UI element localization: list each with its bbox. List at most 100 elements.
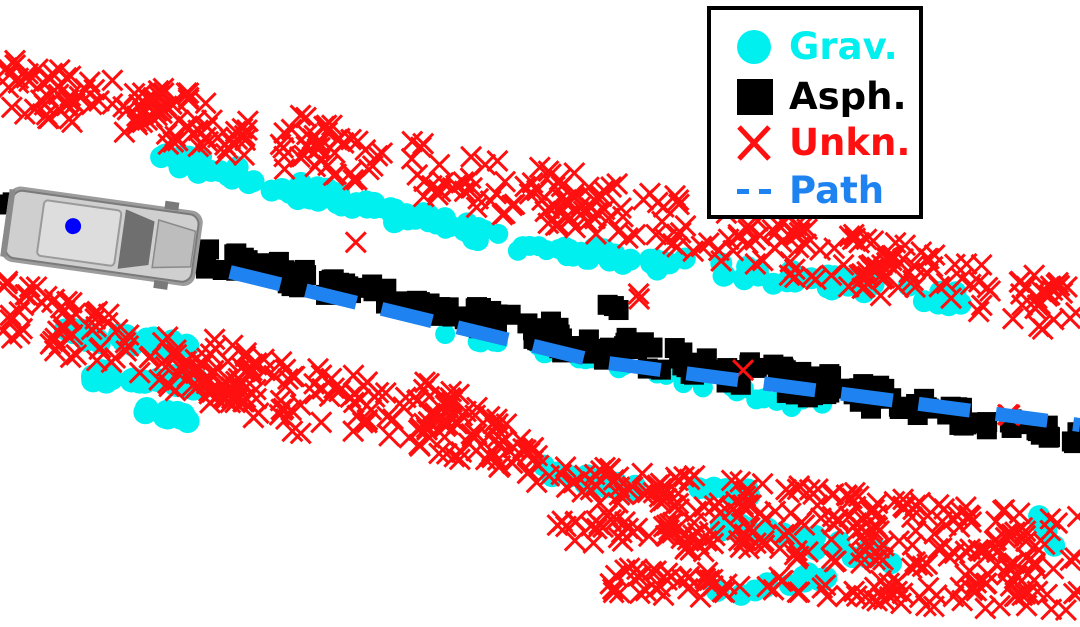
unknown-point (667, 193, 691, 216)
unknown-point (993, 498, 1016, 521)
unknown-point (511, 437, 535, 460)
unknown-point (206, 126, 230, 149)
unknown-point (667, 492, 690, 515)
unknown-point (646, 191, 669, 214)
unknown-point (139, 345, 162, 368)
asphalt-point (548, 317, 569, 338)
unknown-point (101, 69, 124, 92)
unknown-point (521, 171, 544, 195)
unknown-point (768, 566, 791, 589)
unknown-point (128, 361, 151, 384)
asphalt-point (597, 294, 618, 315)
unknown-point (33, 93, 56, 116)
unknown-point (35, 285, 58, 308)
unknown-point (453, 180, 476, 203)
unknown-point (1066, 505, 1080, 528)
unknown-point (191, 369, 214, 392)
unknown-point (602, 581, 625, 604)
unknown-point (413, 371, 437, 394)
unknown-point (793, 514, 816, 537)
gravel-point (640, 252, 663, 275)
asphalt-point (376, 278, 397, 299)
unknown-point (943, 542, 966, 565)
unknown-point (1042, 308, 1065, 331)
unknown-point (837, 275, 860, 298)
unknown-point (902, 254, 926, 277)
gravel-point (426, 214, 447, 235)
unknown-point (204, 386, 227, 409)
unknown-point (428, 442, 451, 465)
unknown-point (55, 94, 78, 117)
unknown-point (503, 193, 526, 216)
unknown-point (823, 237, 846, 260)
unknown-point (607, 220, 630, 243)
unknown-point (845, 584, 868, 608)
unknown-point (854, 540, 877, 563)
unknown-point (18, 275, 41, 298)
unknown-point (609, 197, 632, 220)
unknown-point (798, 478, 821, 501)
unknown-point (48, 58, 71, 82)
unknown-point (864, 513, 887, 537)
unknown-point (618, 557, 641, 580)
unknown-point (857, 533, 880, 556)
unknown-point (838, 225, 861, 248)
unknown-point (85, 349, 108, 372)
unknown-point (693, 495, 716, 518)
unknown-point (177, 81, 200, 105)
unknown-point (751, 472, 774, 495)
unknown-point (910, 241, 933, 264)
unknown-point (233, 124, 256, 147)
unknown-point (877, 245, 900, 268)
unknown-point (221, 132, 244, 155)
vehicle-position-marker (65, 218, 82, 235)
gravel-point (488, 223, 509, 244)
unknown-point (777, 481, 801, 504)
gravel-point (435, 324, 456, 345)
gravel-point (939, 283, 962, 306)
unknown-point (518, 460, 541, 483)
legend-label-gravel: Grav. (789, 25, 898, 68)
unknown-point (977, 541, 1000, 564)
unknown-points-layer (0, 49, 1080, 622)
gravel-point (190, 156, 213, 179)
unknown-point (465, 196, 488, 219)
unknown-point (820, 528, 843, 551)
unknown-point (566, 199, 589, 222)
gravel-point (380, 203, 401, 224)
unknown-point (904, 519, 927, 542)
unknown-point (608, 581, 631, 604)
unknown-point (974, 597, 997, 620)
unknown-point (233, 390, 256, 413)
unknown-point (289, 104, 312, 127)
unknown-point (650, 210, 674, 233)
unknown-point (344, 231, 367, 254)
unknown-point (674, 214, 697, 237)
unknown-point (346, 130, 369, 153)
unknown-point (428, 153, 451, 176)
unknown-point (821, 505, 844, 528)
unknown-point (806, 494, 829, 517)
unknown-point (156, 326, 179, 349)
unknown-point (744, 252, 767, 276)
unknown-point (303, 382, 326, 405)
unknown-point (408, 433, 431, 456)
gravel-point (793, 570, 816, 593)
unknown-point (599, 508, 623, 531)
unknown-point (689, 586, 712, 609)
unknown-point (115, 339, 138, 363)
unknown-point (806, 477, 829, 501)
unknown-point (931, 510, 954, 533)
asphalt-point (294, 259, 315, 280)
unknown-point (632, 188, 655, 211)
unknown-point (289, 422, 312, 445)
unknown-point (1003, 521, 1027, 544)
unknown-point (645, 223, 668, 246)
unknown-point (165, 343, 188, 366)
unknown-point (842, 223, 865, 246)
unknown-point (0, 270, 19, 293)
gravel-point (458, 223, 479, 244)
asphalt-point (266, 256, 287, 277)
unknown-point (845, 512, 868, 535)
unknown-point (908, 586, 931, 609)
